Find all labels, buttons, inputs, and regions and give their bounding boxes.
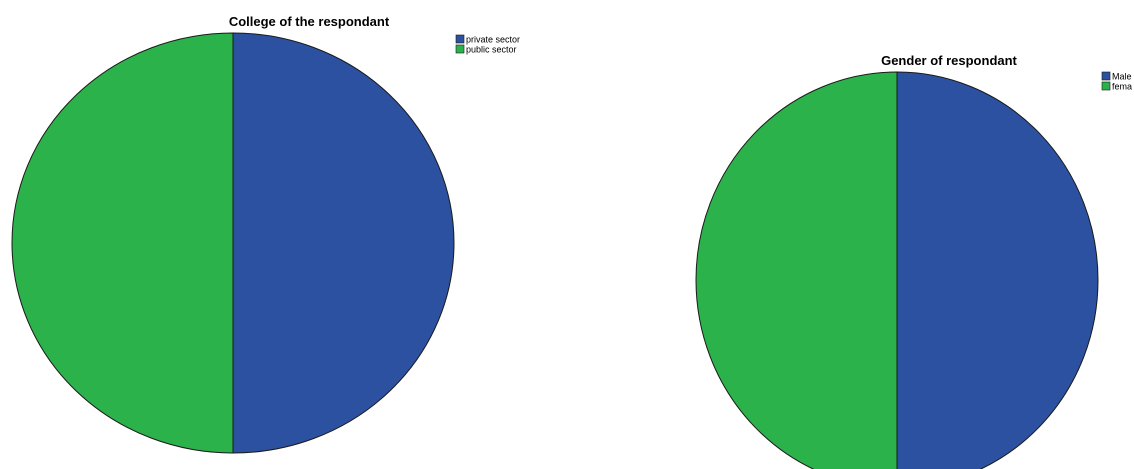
gender-legend-label-fema: fema [1112, 82, 1132, 92]
gender-chart-title: Gender of respondant [881, 53, 1017, 68]
gender-legend-swatch-male [1101, 71, 1111, 81]
college-chart-title: College of the respondant [229, 14, 390, 29]
gender-legend-label-male: Male [1112, 72, 1132, 82]
gender-legend-swatch-fema [1101, 81, 1111, 91]
college-legend-label-public-sector: public sector [466, 45, 517, 55]
gender-slice-male [896, 71, 1099, 469]
college-pie-chart: College of the respondant private sectorp… [11, 14, 520, 454]
college-legend-label-private-sector: private sector [466, 35, 520, 45]
college-legend-swatch-public-sector [455, 44, 465, 54]
gender-slice-fema [695, 71, 898, 469]
college-legend-swatch-private-sector [455, 34, 465, 44]
college-slice-private-sector [232, 32, 455, 454]
college-slice-public-sector [11, 32, 234, 454]
